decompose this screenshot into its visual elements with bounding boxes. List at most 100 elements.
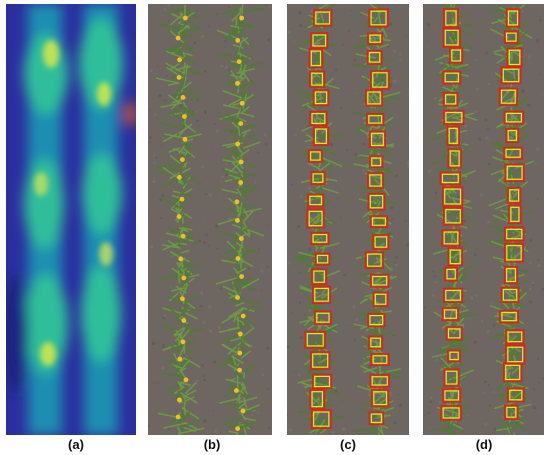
detection-box-inner	[507, 10, 519, 26]
detection-box	[369, 215, 389, 228]
detection-box	[447, 148, 462, 169]
plant-marker	[237, 367, 242, 373]
detection-box	[505, 127, 520, 144]
aerial-photo-detections	[423, 4, 544, 435]
detection-box-inner	[369, 194, 384, 209]
detection-box-inner	[451, 49, 462, 62]
detection-box-inner	[445, 111, 463, 123]
detection-box	[367, 32, 384, 45]
detection-box-inner	[444, 188, 462, 205]
detection-box	[309, 70, 326, 88]
panel-d-detections	[423, 4, 544, 435]
detection-box-inner	[312, 34, 327, 47]
detection-box	[310, 171, 326, 186]
plant-marker	[176, 214, 182, 219]
detection-box	[440, 405, 462, 421]
detection-box	[312, 285, 332, 304]
detection-box-inner	[372, 275, 388, 286]
detection-box	[364, 251, 384, 269]
detection-box	[371, 389, 390, 408]
detection-box-inner	[368, 115, 383, 124]
detection-box	[308, 48, 324, 69]
detection-box-inner	[374, 293, 387, 305]
plant-marker	[176, 75, 182, 80]
detection-box	[441, 307, 460, 322]
plant-marker	[237, 350, 243, 356]
detection-box-inner	[505, 112, 522, 123]
detection-box	[367, 192, 386, 211]
detection-box	[312, 126, 330, 147]
detection-box	[442, 70, 462, 85]
detection-box	[500, 66, 522, 85]
plant-marker	[182, 15, 188, 21]
detection-box-inner	[446, 268, 456, 280]
detection-box	[500, 286, 520, 303]
detection-box-inner	[310, 151, 321, 161]
detection-box-inner	[371, 217, 387, 226]
detection-box-inner	[502, 68, 520, 83]
detection-box-inner	[309, 195, 323, 206]
detection-box	[369, 374, 391, 388]
plant-marker	[177, 57, 182, 63]
detection-box	[311, 268, 328, 286]
detection-box-inner	[369, 34, 381, 43]
detection-box	[443, 206, 464, 226]
panel-a-heatmap	[6, 4, 136, 435]
plant-marker	[234, 199, 240, 205]
detection-box	[443, 287, 464, 303]
detection-box-inner	[444, 72, 460, 83]
detection-box-inner	[370, 337, 381, 348]
detection-box-inner	[506, 268, 517, 283]
detection-box-inner	[442, 407, 460, 419]
panel-c-detections	[287, 4, 409, 435]
detection-box-inner	[445, 370, 458, 385]
plant-marker	[181, 275, 187, 281]
detection-box-inner	[449, 249, 461, 265]
plant-marker	[180, 95, 186, 100]
aerial-photo-detections	[287, 4, 409, 435]
detection-box	[370, 70, 390, 90]
detection-box	[370, 353, 390, 367]
detection-box	[504, 163, 525, 183]
detection-box	[446, 125, 460, 147]
detection-box-inner	[312, 173, 324, 183]
detection-box-inner	[371, 376, 388, 386]
detection-box	[367, 172, 384, 189]
plant-marker	[177, 397, 182, 403]
plant-marker	[236, 59, 242, 65]
detection-box-inner	[506, 406, 517, 418]
detection-box-inner	[445, 94, 457, 105]
detection-box-inner	[316, 254, 329, 264]
detection-box	[444, 266, 459, 282]
detection-box	[310, 409, 332, 429]
detection-box	[312, 89, 330, 107]
detection-box-inner	[441, 173, 459, 184]
plant-marker	[176, 174, 182, 180]
plant-marker	[239, 100, 245, 106]
detection-box-inner	[506, 165, 523, 180]
detection-box	[447, 247, 463, 267]
detection-box-inner	[315, 11, 331, 25]
detection-box-inner	[369, 174, 382, 187]
detection-box	[372, 291, 389, 307]
plant-marker	[238, 180, 244, 185]
detection-box	[307, 193, 325, 208]
detection-box-inner	[310, 50, 322, 67]
detection-box-inner	[508, 49, 521, 66]
detection-box-inner	[449, 150, 460, 167]
plant-marker	[239, 274, 245, 279]
detection-box	[439, 171, 461, 186]
detection-box-inner	[313, 411, 330, 427]
detection-box	[304, 330, 326, 349]
detection-box	[503, 362, 523, 383]
plant-marker	[238, 121, 244, 126]
detection-box-inner	[443, 231, 459, 245]
detection-box-inner	[372, 355, 388, 364]
aerial-photo	[148, 4, 272, 435]
detection-box	[508, 204, 522, 225]
detection-box-inner	[500, 89, 516, 104]
detection-box	[443, 368, 460, 387]
caption-c: (c)	[340, 437, 356, 452]
detection-box-inner	[311, 391, 324, 408]
detection-box	[441, 186, 464, 207]
